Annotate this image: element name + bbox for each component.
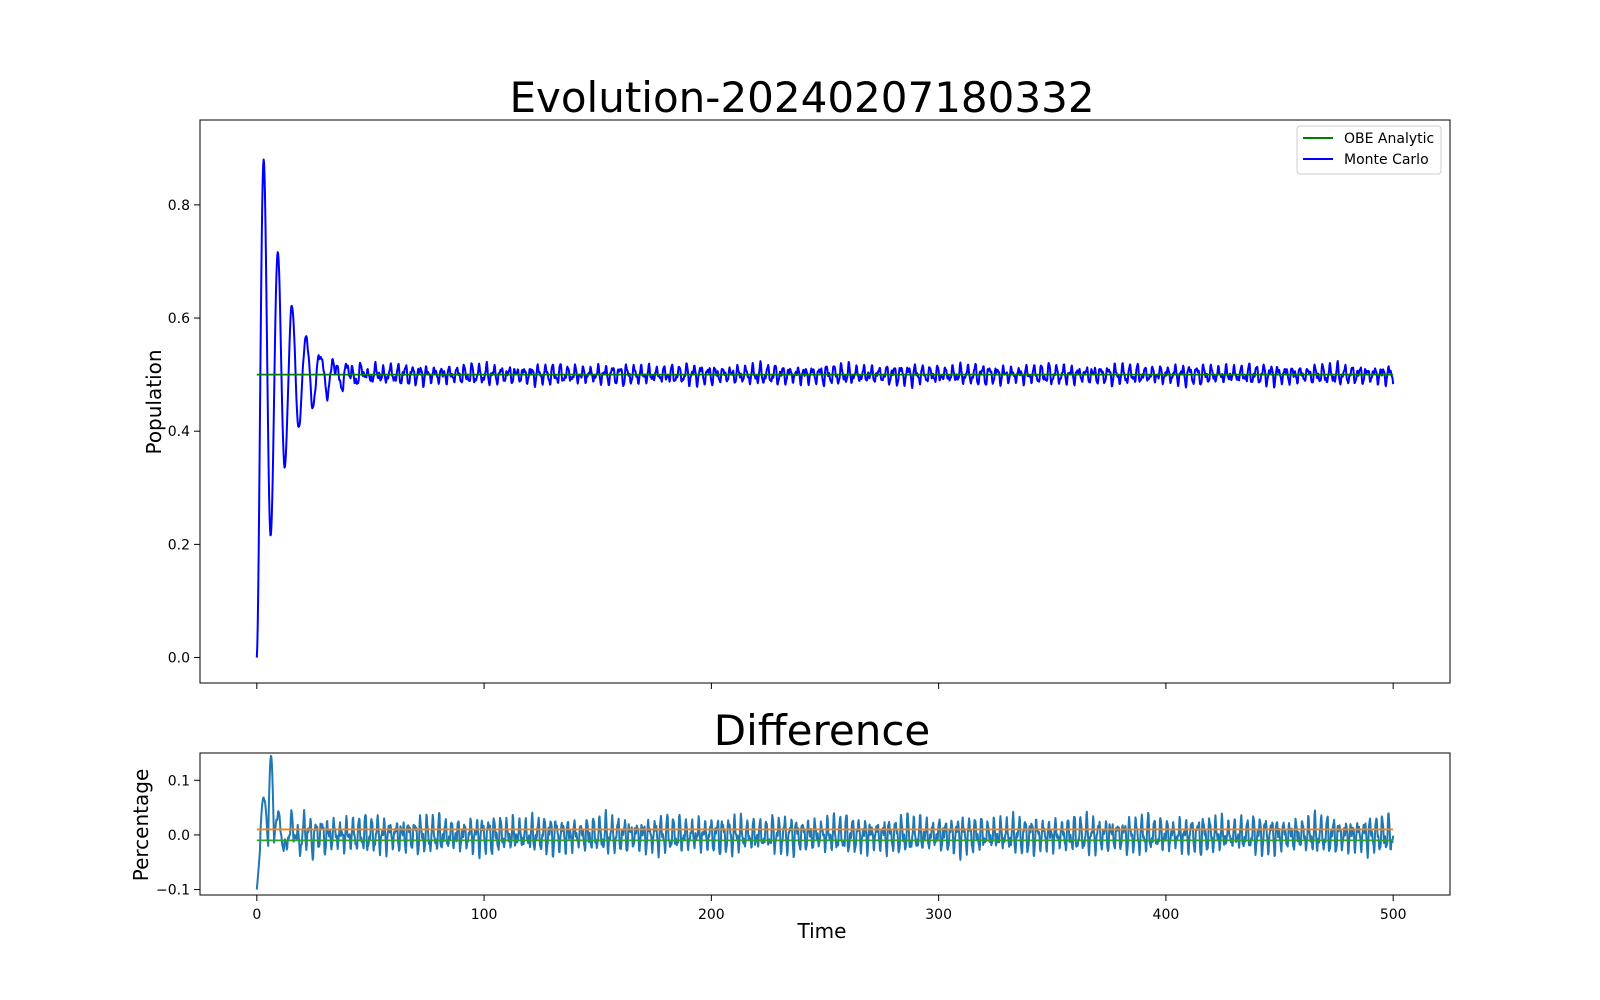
y-tick-label: 0.1 <box>168 773 190 789</box>
difference-panel: Difference −0.1 0.0 0.1 0 100 200 300 400 500 P… <box>129 706 1451 943</box>
population-panel: Evolution-20240207180332 0.0 0.2 0.4 0.6 0.8… <box>142 73 1451 689</box>
population-panel-title: Evolution-20240207180332 <box>509 73 1094 122</box>
y-tick-label: 0.2 <box>168 537 190 553</box>
legend-label-obe-analytic: OBE Analytic <box>1344 131 1434 147</box>
population-legend: OBE Analytic Monte Carlo <box>1296 125 1442 175</box>
y-tick-label: 0.4 <box>168 424 190 440</box>
y-tick-label: 0.8 <box>168 198 190 214</box>
x-tick-label: 400 <box>1153 907 1180 923</box>
population-y-axis-label: Population <box>142 349 166 454</box>
difference-y-axis-label: Percentage <box>129 769 153 882</box>
difference-x-axis-label: Time <box>797 919 847 943</box>
legend-label-monte-carlo: Monte Carlo <box>1344 152 1429 168</box>
x-tick-label: 0 <box>252 907 261 923</box>
difference-y-ticks: −0.1 0.0 0.1 <box>156 773 200 899</box>
x-tick-label: 100 <box>471 907 498 923</box>
difference-series-group <box>255 754 1395 890</box>
population-x-ticks <box>256 683 1394 689</box>
difference-plot-frame <box>199 752 1451 896</box>
monte-carlo-line <box>255 158 1395 658</box>
y-tick-label: −0.1 <box>156 883 190 899</box>
population-plot-frame <box>199 119 1451 684</box>
population-y-ticks: 0.0 0.2 0.4 0.6 0.8 <box>168 198 200 667</box>
population-series-group <box>255 158 1395 658</box>
y-tick-label: 0.6 <box>168 311 190 327</box>
x-tick-label: 200 <box>698 907 725 923</box>
y-tick-label: 0.0 <box>168 828 190 844</box>
difference-panel-title: Difference <box>714 706 931 755</box>
difference-x-ticks: 0 100 200 300 400 500 <box>252 895 1407 923</box>
x-tick-label: 300 <box>925 907 952 923</box>
x-tick-label: 500 <box>1380 907 1407 923</box>
bot-series-0-line <box>255 754 1395 890</box>
y-tick-label: 0.0 <box>168 651 190 667</box>
